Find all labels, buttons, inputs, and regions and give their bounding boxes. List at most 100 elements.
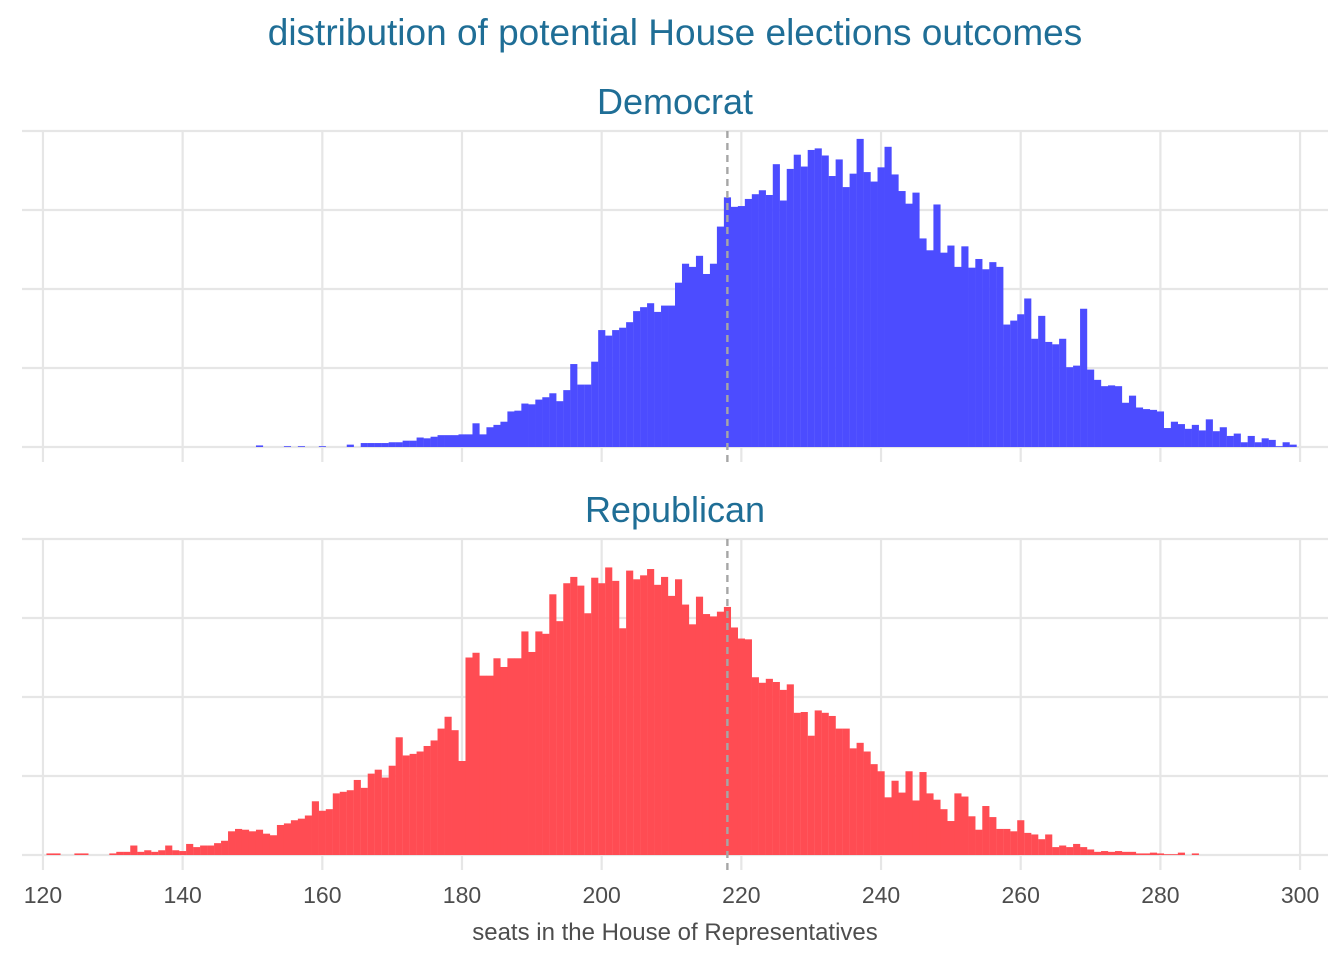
republican-facet-label: Republican bbox=[585, 489, 765, 530]
histogram-bar bbox=[1114, 851, 1123, 855]
x-tick-label: 140 bbox=[163, 882, 201, 908]
histogram-bar bbox=[786, 168, 794, 448]
histogram-bar bbox=[486, 675, 494, 855]
histogram-bar bbox=[877, 167, 885, 447]
histogram-bar bbox=[1149, 409, 1158, 447]
histogram-bar bbox=[1101, 386, 1109, 447]
histogram-bar bbox=[940, 252, 948, 447]
histogram-bar bbox=[640, 307, 648, 447]
histogram-bar bbox=[388, 442, 396, 447]
histogram-bar bbox=[1240, 442, 1248, 447]
histogram-bar bbox=[1142, 409, 1151, 447]
histogram-bar bbox=[919, 238, 927, 447]
histogram-bar bbox=[912, 800, 920, 855]
histogram-bar bbox=[549, 393, 557, 447]
histogram-bar bbox=[835, 728, 843, 855]
histogram-bar bbox=[982, 806, 990, 855]
histogram-bar bbox=[605, 567, 613, 855]
histogram-bar bbox=[584, 613, 592, 855]
histogram-bar bbox=[1017, 820, 1025, 855]
x-tick-label: 220 bbox=[722, 882, 760, 908]
histogram-bar bbox=[304, 815, 312, 855]
histogram-bar bbox=[926, 250, 934, 447]
histogram-bar bbox=[968, 816, 976, 855]
x-tick-label: 260 bbox=[1002, 882, 1040, 908]
histogram-bar bbox=[451, 730, 459, 855]
histogram-bar bbox=[695, 255, 704, 447]
x-axis-label: seats in the House of Representatives bbox=[472, 919, 878, 946]
histogram-bar bbox=[765, 194, 773, 447]
histogram-bar bbox=[339, 791, 347, 855]
histogram-bar bbox=[297, 818, 305, 855]
histogram-bar bbox=[437, 728, 445, 855]
histogram-bar bbox=[500, 666, 508, 855]
histogram-bar bbox=[828, 715, 836, 855]
histogram-bar bbox=[758, 190, 766, 447]
histogram-bar bbox=[675, 579, 683, 855]
histogram-bar bbox=[228, 831, 236, 855]
histogram-bar bbox=[947, 821, 955, 855]
histogram-bar bbox=[933, 204, 941, 447]
histogram-bar bbox=[647, 569, 655, 855]
histogram-bar bbox=[262, 833, 271, 855]
histogram-bar bbox=[968, 267, 976, 447]
histogram-bar bbox=[800, 712, 808, 855]
histogram-bar bbox=[716, 611, 725, 855]
histogram-bar bbox=[521, 631, 529, 855]
histogram-bar bbox=[1066, 367, 1074, 447]
histogram-bar bbox=[570, 364, 578, 447]
histogram-bar bbox=[598, 330, 606, 447]
histogram-bar bbox=[849, 748, 857, 855]
histogram-bar bbox=[465, 657, 473, 855]
histogram-bar bbox=[675, 282, 683, 447]
histogram-bar bbox=[46, 853, 54, 855]
histogram-bar bbox=[863, 751, 871, 855]
histogram-bar bbox=[1024, 298, 1032, 447]
histogram-bar bbox=[709, 616, 718, 855]
histogram-bar bbox=[975, 829, 983, 855]
histogram-bar bbox=[81, 853, 89, 855]
histogram-bar bbox=[1003, 828, 1011, 855]
histogram-bar bbox=[381, 443, 389, 447]
histogram-bar bbox=[821, 155, 829, 448]
histogram-bar bbox=[472, 652, 480, 855]
histogram-bar bbox=[633, 311, 641, 447]
histogram-bar bbox=[681, 604, 690, 855]
histogram-bar bbox=[1038, 839, 1046, 855]
x-tick-label: 180 bbox=[443, 882, 481, 908]
histogram-bar bbox=[193, 847, 201, 855]
histogram-bar bbox=[563, 390, 571, 447]
histogram-bar bbox=[507, 658, 515, 855]
histogram-bar bbox=[668, 305, 676, 447]
histogram-bar bbox=[1156, 853, 1165, 855]
histogram-bar bbox=[500, 421, 508, 447]
histogram-bar bbox=[772, 164, 780, 447]
histogram-bar bbox=[1087, 849, 1095, 855]
histogram-bar bbox=[626, 322, 634, 447]
histogram-bar bbox=[702, 273, 711, 447]
histogram-bar bbox=[1261, 438, 1269, 447]
histogram-bar bbox=[898, 792, 906, 855]
histogram-bar bbox=[989, 817, 997, 855]
histogram-bar bbox=[1135, 407, 1144, 447]
histogram-bar bbox=[493, 424, 501, 447]
histogram-bar bbox=[842, 728, 850, 855]
histogram-bar bbox=[849, 173, 857, 447]
histogram-bar bbox=[779, 200, 787, 447]
histogram-bar bbox=[542, 397, 550, 447]
histogram-bar bbox=[186, 843, 194, 855]
histogram-bar bbox=[870, 764, 878, 855]
histogram-bar bbox=[842, 187, 850, 447]
histogram-bar bbox=[989, 262, 997, 447]
histogram-bar bbox=[605, 335, 613, 447]
histogram-bar bbox=[807, 735, 815, 855]
histogram-bar bbox=[661, 576, 669, 855]
histogram-bar bbox=[360, 787, 368, 855]
histogram-bar bbox=[402, 440, 410, 447]
histogram-bar bbox=[360, 443, 368, 447]
histogram-bar bbox=[179, 851, 187, 855]
histogram-bar bbox=[919, 772, 927, 855]
histogram-bar bbox=[374, 443, 382, 447]
histogram-bar bbox=[1080, 308, 1088, 447]
histogram-bar bbox=[395, 737, 403, 855]
